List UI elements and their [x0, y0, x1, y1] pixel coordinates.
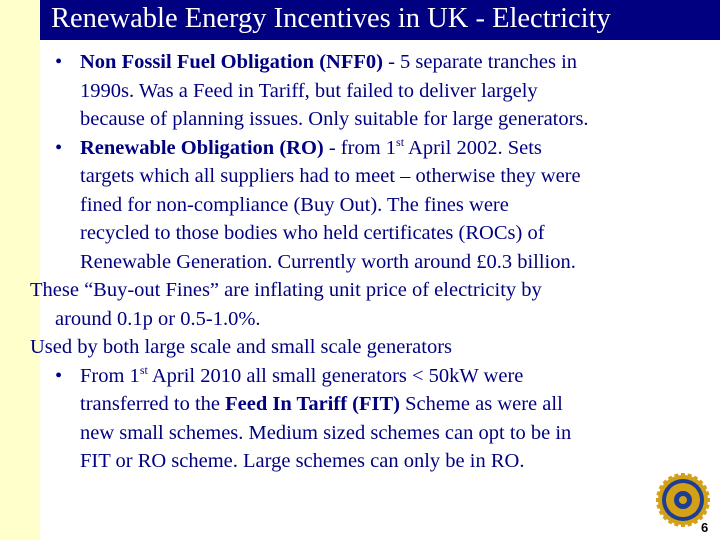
slide-body: • Non Fossil Fuel Obligation (NFF0) - 5 …	[30, 48, 715, 476]
bullet-nffo: • Non Fossil Fuel Obligation (NFF0) - 5 …	[55, 48, 715, 134]
title-bar	[40, 0, 720, 40]
slide-title: Renewable Energy Incentives in UK - Elec…	[51, 3, 611, 34]
rotary-emblem-icon	[655, 472, 711, 528]
bullet-fit: • From 1st April 2010 all small generato…	[55, 362, 572, 472]
paragraph-buyout-fines: These “Buy-out Fines” are inflating unit…	[30, 279, 542, 330]
left-margin-bar	[0, 0, 40, 540]
bullet-dot-icon: •	[55, 364, 63, 387]
paragraph-used-by: Used by both large scale and small scale…	[30, 336, 453, 358]
slide-content-area	[40, 40, 720, 540]
page-number: 6	[701, 520, 709, 535]
bullet-dot-icon: •	[55, 51, 63, 73]
bullet-dot-icon: •	[55, 136, 63, 159]
bullet-ro: • Renewable Obligation (RO) - from 1st A…	[55, 134, 581, 273]
